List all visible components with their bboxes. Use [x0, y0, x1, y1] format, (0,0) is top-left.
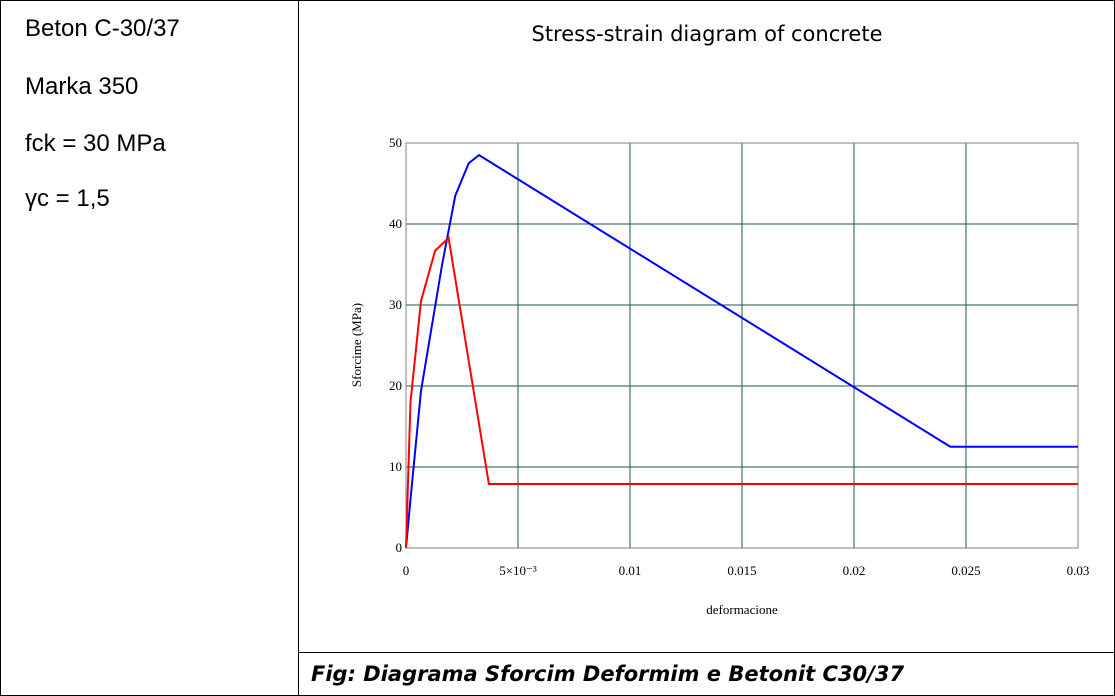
y-tick-label: 50	[389, 135, 402, 150]
row-divider	[298, 652, 1114, 653]
chart: Stress-strain diagram of concrete deform…	[349, 22, 1090, 617]
spec-line: Beton C-30/37	[25, 15, 180, 42]
chart-title: Stress-strain diagram of concrete	[531, 22, 882, 46]
column-divider	[298, 1, 299, 695]
y-tick-label: 10	[389, 459, 402, 474]
y-axis-label: Sforcime (MPa)	[349, 303, 364, 387]
x-axis-label: deformacione	[706, 602, 778, 617]
x-tick-label: 0.02	[843, 563, 866, 578]
y-tick-label: 30	[389, 297, 402, 312]
caption: Fig: Diagrama Sforcim Deformim e Betonit…	[311, 662, 905, 686]
x-tick-label: 0.01	[619, 563, 642, 578]
spec-line: γc = 1,5	[25, 185, 110, 212]
plot-frame	[405, 142, 1079, 549]
spec-line: Marka 350	[25, 73, 139, 100]
data-line	[405, 235, 1078, 549]
x-tick-label: 0.03	[1067, 563, 1090, 578]
y-tick-label: 20	[389, 378, 402, 393]
x-tick-label: 0.025	[951, 563, 980, 578]
y-tick-label: 40	[389, 216, 402, 231]
x-tick-label: 5×10⁻³	[499, 563, 537, 578]
data-line	[405, 153, 1078, 549]
x-tick-label: 0	[403, 563, 410, 578]
x-tick-label: 0.015	[727, 563, 756, 578]
spec-line: fck = 30 MPa	[25, 130, 166, 157]
y-tick-label: 0	[396, 540, 403, 555]
